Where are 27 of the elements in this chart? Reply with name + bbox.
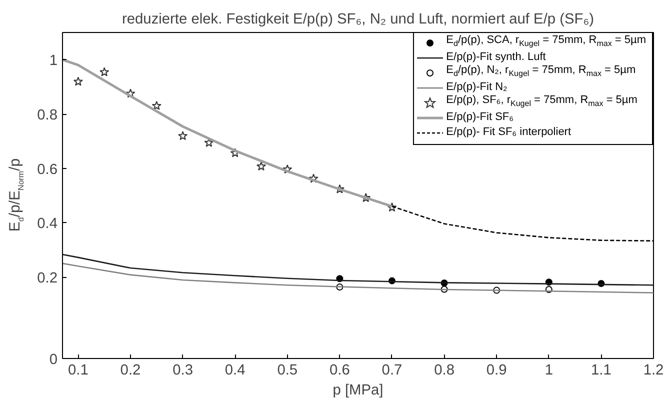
x-tick-label: 1 [544, 362, 553, 378]
x-tick-label: 0.1 [68, 362, 88, 378]
x-tick-label: 1.2 [643, 362, 664, 378]
legend-label: E/p(p)-Fit N₂ [446, 81, 508, 93]
x-tick-label: 0.7 [382, 362, 402, 378]
y-tick-label: 0.4 [37, 216, 58, 232]
x-tick-label: 0.6 [330, 362, 350, 378]
x-tick-label: 0.9 [486, 362, 507, 378]
legend-label: E/p(p)- Fit SF₆ interpoliert [446, 126, 572, 138]
x-tick-label: 0.5 [277, 362, 298, 378]
x-tick-label: 0.3 [172, 362, 193, 378]
legend-label: E$_{d}$/p(p), SCA, r$_{Kugel}$ = 75mm, R$_{max}$ = 5µm [446, 34, 646, 50]
y-tick-label: 0 [49, 352, 58, 368]
x-tick-label: 0.2 [120, 362, 141, 378]
y-tick-label: 0.8 [37, 108, 58, 124]
y-tick-label: 1 [49, 53, 58, 70]
x-tick-label: 1.1 [591, 362, 612, 378]
x-axis-title: p [MPa] [332, 382, 384, 398]
x-tick-label: 0.8 [434, 362, 454, 378]
legend-label: E/p(p)-Fit synth. Luft [446, 51, 546, 63]
y-tick-label: 0.2 [37, 270, 58, 286]
legend-label: E/p(p), SF₆, r$_{Kugel}$ = 75mm, R$_{max}$ = 5µm [446, 94, 638, 110]
legend-label: E$_{d}$/p(p), N₂, r$_{Kugel}$ = 75mm, R$_{max}$ = 5µm [446, 64, 636, 80]
legend-label: E/p(p)-Fit SF₆ [446, 111, 514, 123]
y-tick-label: 0.6 [37, 162, 58, 178]
chart-title: reduzierte elek. Festigkeit E/p(p) SF₆, N₂ und Luft, normiert auf E/p (SF₆) [122, 12, 594, 28]
x-tick-label: 0.4 [224, 362, 246, 378]
